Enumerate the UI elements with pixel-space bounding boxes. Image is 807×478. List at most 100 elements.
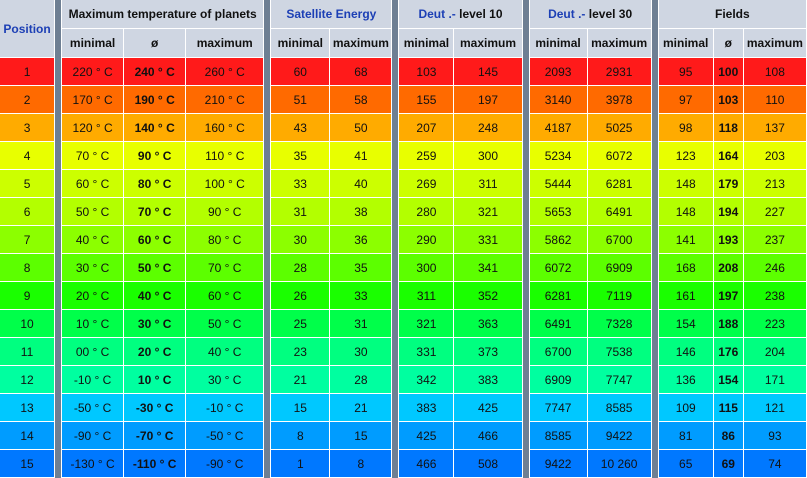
- deut30-max-header: maximum: [587, 29, 652, 58]
- deut10-min-cell: 259: [399, 142, 455, 170]
- column-gap: [392, 58, 400, 86]
- satellite-min-cell: 23: [271, 338, 331, 366]
- column-gap: [55, 114, 63, 142]
- temp-max-cell: 110 ° C: [186, 142, 265, 170]
- deut30-max-cell: 5025: [587, 114, 652, 142]
- satellite-max-cell: 40: [330, 170, 393, 198]
- deut30-min-cell: 4187: [529, 114, 588, 142]
- satellite-min-cell: 25: [271, 310, 331, 338]
- temp-min-cell: 10 ° C: [62, 310, 125, 338]
- position-cell: 6: [0, 198, 56, 226]
- temp-max-cell: 100 ° C: [186, 170, 265, 198]
- temp-max-cell: 40 ° C: [186, 338, 265, 366]
- temp-avg-cell: 40 ° C: [124, 282, 187, 310]
- satellite-max-cell: 15: [330, 422, 393, 450]
- temp-min-cell: -50 ° C: [62, 394, 125, 422]
- column-gap: [651, 86, 659, 114]
- fields-min-cell: 141: [658, 226, 714, 254]
- column-gap: [264, 170, 272, 198]
- fields-max-cell: 74: [743, 450, 807, 478]
- deut30-max-cell: 6909: [587, 254, 652, 282]
- deut10-min-cell: 207: [399, 114, 455, 142]
- deut10-max-cell: 352: [454, 282, 523, 310]
- satellite-min-cell: 60: [271, 58, 331, 86]
- table-row: 5 60 ° C 80 ° C 100 ° C 33 40 269 311 5444 6281 14…: [0, 170, 807, 198]
- deut30-max-cell: 3978: [587, 86, 652, 114]
- column-gap: [55, 58, 63, 86]
- fields-max-cell: 93: [743, 422, 807, 450]
- deut30-min-cell: 5444: [529, 170, 588, 198]
- satellite-max-cell: 21: [330, 394, 393, 422]
- column-gap: [522, 394, 530, 422]
- temp-max-cell: 70 ° C: [186, 254, 265, 282]
- column-gap: [264, 366, 272, 394]
- column-gap: [55, 310, 63, 338]
- fields-max-cell: 238: [743, 282, 807, 310]
- satellite-max-cell: 58: [330, 86, 393, 114]
- deut10-max-cell: 321: [454, 198, 523, 226]
- table-row: 8 30 ° C 50 ° C 70 ° C 28 35 300 341 6072 6909 168…: [0, 254, 807, 282]
- deut10-min-cell: 342: [399, 366, 455, 394]
- column-gap: [651, 226, 659, 254]
- column-gap: [55, 198, 63, 226]
- column-gap: [55, 86, 63, 114]
- fields-avg-cell: 179: [713, 170, 744, 198]
- fields-min-cell: 148: [658, 170, 714, 198]
- column-gap: [55, 394, 63, 422]
- fields-avg-cell: 69: [713, 450, 744, 478]
- level-label: level 10: [455, 7, 503, 21]
- column-gap: [392, 310, 400, 338]
- deut10-min-cell: 290: [399, 226, 455, 254]
- column-gap: [651, 422, 659, 450]
- table-row: 9 20 ° C 40 ° C 60 ° C 26 33 311 352 6281 7119 161…: [0, 282, 807, 310]
- temp-max-cell: 90 ° C: [186, 198, 265, 226]
- column-gap: [55, 338, 63, 366]
- fields-min-cell: 148: [658, 198, 714, 226]
- satellite-max-cell: 50: [330, 114, 393, 142]
- table-row: 7 40 ° C 60 ° C 80 ° C 30 36 290 331 5862 6700 141…: [0, 226, 807, 254]
- deut30-min-cell: 5862: [529, 226, 588, 254]
- fields-max-cell: 121: [743, 394, 807, 422]
- position-cell: 2: [0, 86, 56, 114]
- position-cell: 11: [0, 338, 56, 366]
- deut10-max-cell: 466: [454, 422, 523, 450]
- deut-label: Deut .-: [418, 7, 456, 21]
- temp-min-cell: 20 ° C: [62, 282, 125, 310]
- column-gap: [55, 0, 63, 58]
- temp-avg-cell: 190 ° C: [124, 86, 187, 114]
- temp-min-cell: 00 ° C: [62, 338, 125, 366]
- column-gap: [522, 366, 530, 394]
- deut10-max-cell: 383: [454, 366, 523, 394]
- temp-avg-cell: 50 ° C: [124, 254, 187, 282]
- fields-header: Fields: [658, 0, 807, 29]
- fields-avg-cell: 154: [713, 366, 744, 394]
- temp-avg-cell: -70 ° C: [124, 422, 187, 450]
- satellite-max-cell: 41: [330, 142, 393, 170]
- column-gap: [392, 170, 400, 198]
- fields-max-cell: 246: [743, 254, 807, 282]
- column-gap: [651, 394, 659, 422]
- column-gap: [392, 0, 400, 58]
- deut10-max-cell: 508: [454, 450, 523, 478]
- satellite-min-cell: 26: [271, 282, 331, 310]
- position-cell: 8: [0, 254, 56, 282]
- deut30-min-cell: 6072: [529, 254, 588, 282]
- deut30-max-cell: 8585: [587, 394, 652, 422]
- table-row: 3 120 ° C 140 ° C 160 ° C 43 50 207 248 4187 5025…: [0, 114, 807, 142]
- column-gap: [264, 254, 272, 282]
- column-gap: [264, 310, 272, 338]
- deut30-max-cell: 6072: [587, 142, 652, 170]
- temp-avg-cell: 60 ° C: [124, 226, 187, 254]
- deut10-min-cell: 331: [399, 338, 455, 366]
- deut10-min-cell: 311: [399, 282, 455, 310]
- column-gap: [264, 394, 272, 422]
- table-row: 4 70 ° C 90 ° C 110 ° C 35 41 259 300 5234 6072 12…: [0, 142, 807, 170]
- fields-max-cell: 227: [743, 198, 807, 226]
- deut30-min-cell: 6281: [529, 282, 588, 310]
- satellite-energy-header: Satellite Energy: [271, 0, 393, 29]
- deut10-min-cell: 280: [399, 198, 455, 226]
- deut10-min-cell: 321: [399, 310, 455, 338]
- deut10-max-cell: 311: [454, 170, 523, 198]
- column-gap: [392, 450, 400, 478]
